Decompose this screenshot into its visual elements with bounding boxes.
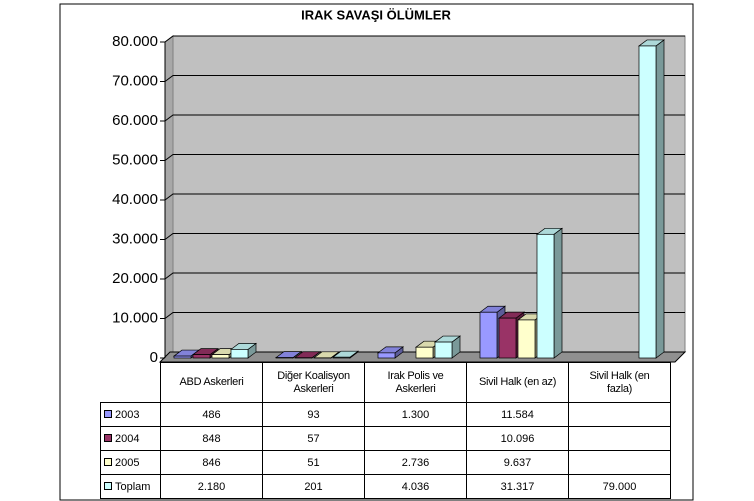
y-tick-label: 60.000 bbox=[112, 112, 158, 129]
legend-cell: 2004 bbox=[100, 426, 161, 451]
grid-line bbox=[164, 154, 685, 161]
table-value: 4.036 bbox=[364, 474, 467, 499]
bar bbox=[230, 349, 249, 359]
bar bbox=[536, 233, 555, 359]
bar bbox=[479, 311, 498, 359]
bar bbox=[332, 356, 351, 359]
bar bbox=[434, 341, 453, 359]
legend-swatch bbox=[104, 409, 112, 418]
legend-cell: 2003 bbox=[100, 402, 161, 427]
bar bbox=[638, 45, 657, 359]
y-tick-label: 40.000 bbox=[112, 191, 158, 208]
table-row: 2004 848 57 10.096 bbox=[100, 426, 671, 451]
bar bbox=[377, 352, 396, 359]
category-label: Diğer Koalisyon Askerleri bbox=[277, 369, 350, 395]
table-value: 1.300 bbox=[364, 402, 467, 427]
table-value: 201 bbox=[262, 474, 365, 499]
table-header-cell: Irak Polis ve Askerleri bbox=[364, 362, 467, 403]
y-tick-label: 10.000 bbox=[112, 309, 158, 326]
legend-label: 2004 bbox=[115, 432, 140, 445]
y-tick-label: 50.000 bbox=[112, 151, 158, 168]
category-label: ABD Askerleri bbox=[179, 376, 244, 388]
grid-line bbox=[164, 114, 685, 122]
table-value bbox=[364, 426, 467, 451]
legend-swatch bbox=[104, 433, 112, 442]
chart-title: IRAK SAVAŞI ÖLÜMLER bbox=[301, 7, 451, 22]
y-tick-label: 0 bbox=[150, 349, 158, 366]
table-value: 79.000 bbox=[568, 474, 671, 499]
grid-line bbox=[164, 75, 685, 82]
table-value: 2.180 bbox=[160, 474, 263, 499]
legend-swatch bbox=[104, 457, 112, 466]
table-header-cell: Sivil Halk (en az) bbox=[466, 362, 569, 403]
y-tick-label: 30.000 bbox=[112, 230, 158, 247]
bar bbox=[192, 354, 211, 359]
bar bbox=[498, 317, 517, 359]
y-tick-label: 70.000 bbox=[112, 72, 158, 89]
legend-label: Toplam bbox=[115, 480, 151, 493]
table-value: 57 bbox=[262, 426, 365, 451]
table-value: 10.096 bbox=[466, 426, 569, 451]
legend-swatch bbox=[104, 481, 112, 490]
legend-cell: 2005 bbox=[100, 450, 161, 475]
grid-line bbox=[164, 233, 685, 240]
table-header-cell: Diğer Koalisyon Askerleri bbox=[262, 362, 365, 403]
y-tick-label: 80.000 bbox=[112, 33, 158, 50]
bar bbox=[173, 355, 192, 359]
table-value: 848 bbox=[160, 426, 263, 451]
table-header-cell: Sivil Halk (en fazla) bbox=[568, 362, 671, 403]
table-row: 2005 846 51 2.736 9.637 bbox=[100, 450, 671, 475]
table-row: Toplam 2.180 201 4.036 31.317 79.000 bbox=[100, 474, 671, 499]
legend-cell: Toplam bbox=[100, 474, 161, 499]
table-value: 9.637 bbox=[466, 450, 569, 475]
table-header-cell: ABD Askerleri bbox=[160, 362, 263, 403]
grid-line bbox=[164, 272, 685, 280]
table-value: 93 bbox=[262, 402, 365, 427]
bar bbox=[517, 319, 536, 359]
category-label: Sivil Halk (en az) bbox=[478, 376, 557, 388]
bar-side bbox=[553, 227, 563, 359]
table-header-row: ABD Askerleri Diğer Koalisyon Askerleri Ir… bbox=[100, 362, 671, 403]
grid-line bbox=[164, 193, 685, 201]
category-label: Irak Polis ve Askerleri bbox=[387, 369, 444, 395]
bar-side bbox=[655, 39, 665, 359]
category-label: Sivil Halk (en fazla) bbox=[589, 369, 650, 395]
table-value bbox=[568, 402, 671, 427]
table-value: 2.736 bbox=[364, 450, 467, 475]
table-value bbox=[568, 450, 671, 475]
data-table: ABD Askerleri Diğer Koalisyon Askerleri Ir… bbox=[100, 362, 671, 499]
table-value: 846 bbox=[160, 450, 263, 475]
bar bbox=[415, 346, 434, 359]
table-row: 2003 486 93 1.300 11.584 bbox=[100, 402, 671, 427]
table-value: 486 bbox=[160, 402, 263, 427]
table-corner bbox=[100, 362, 161, 403]
table-value bbox=[568, 426, 671, 451]
table-value: 31.317 bbox=[466, 474, 569, 499]
table-value: 11.584 bbox=[466, 402, 569, 427]
bar bbox=[211, 354, 230, 359]
legend-label: 2003 bbox=[115, 408, 140, 421]
y-tick-label: 20.000 bbox=[112, 270, 158, 287]
grid-line bbox=[164, 35, 685, 43]
table-value: 51 bbox=[262, 450, 365, 475]
legend-label: 2005 bbox=[115, 456, 140, 469]
